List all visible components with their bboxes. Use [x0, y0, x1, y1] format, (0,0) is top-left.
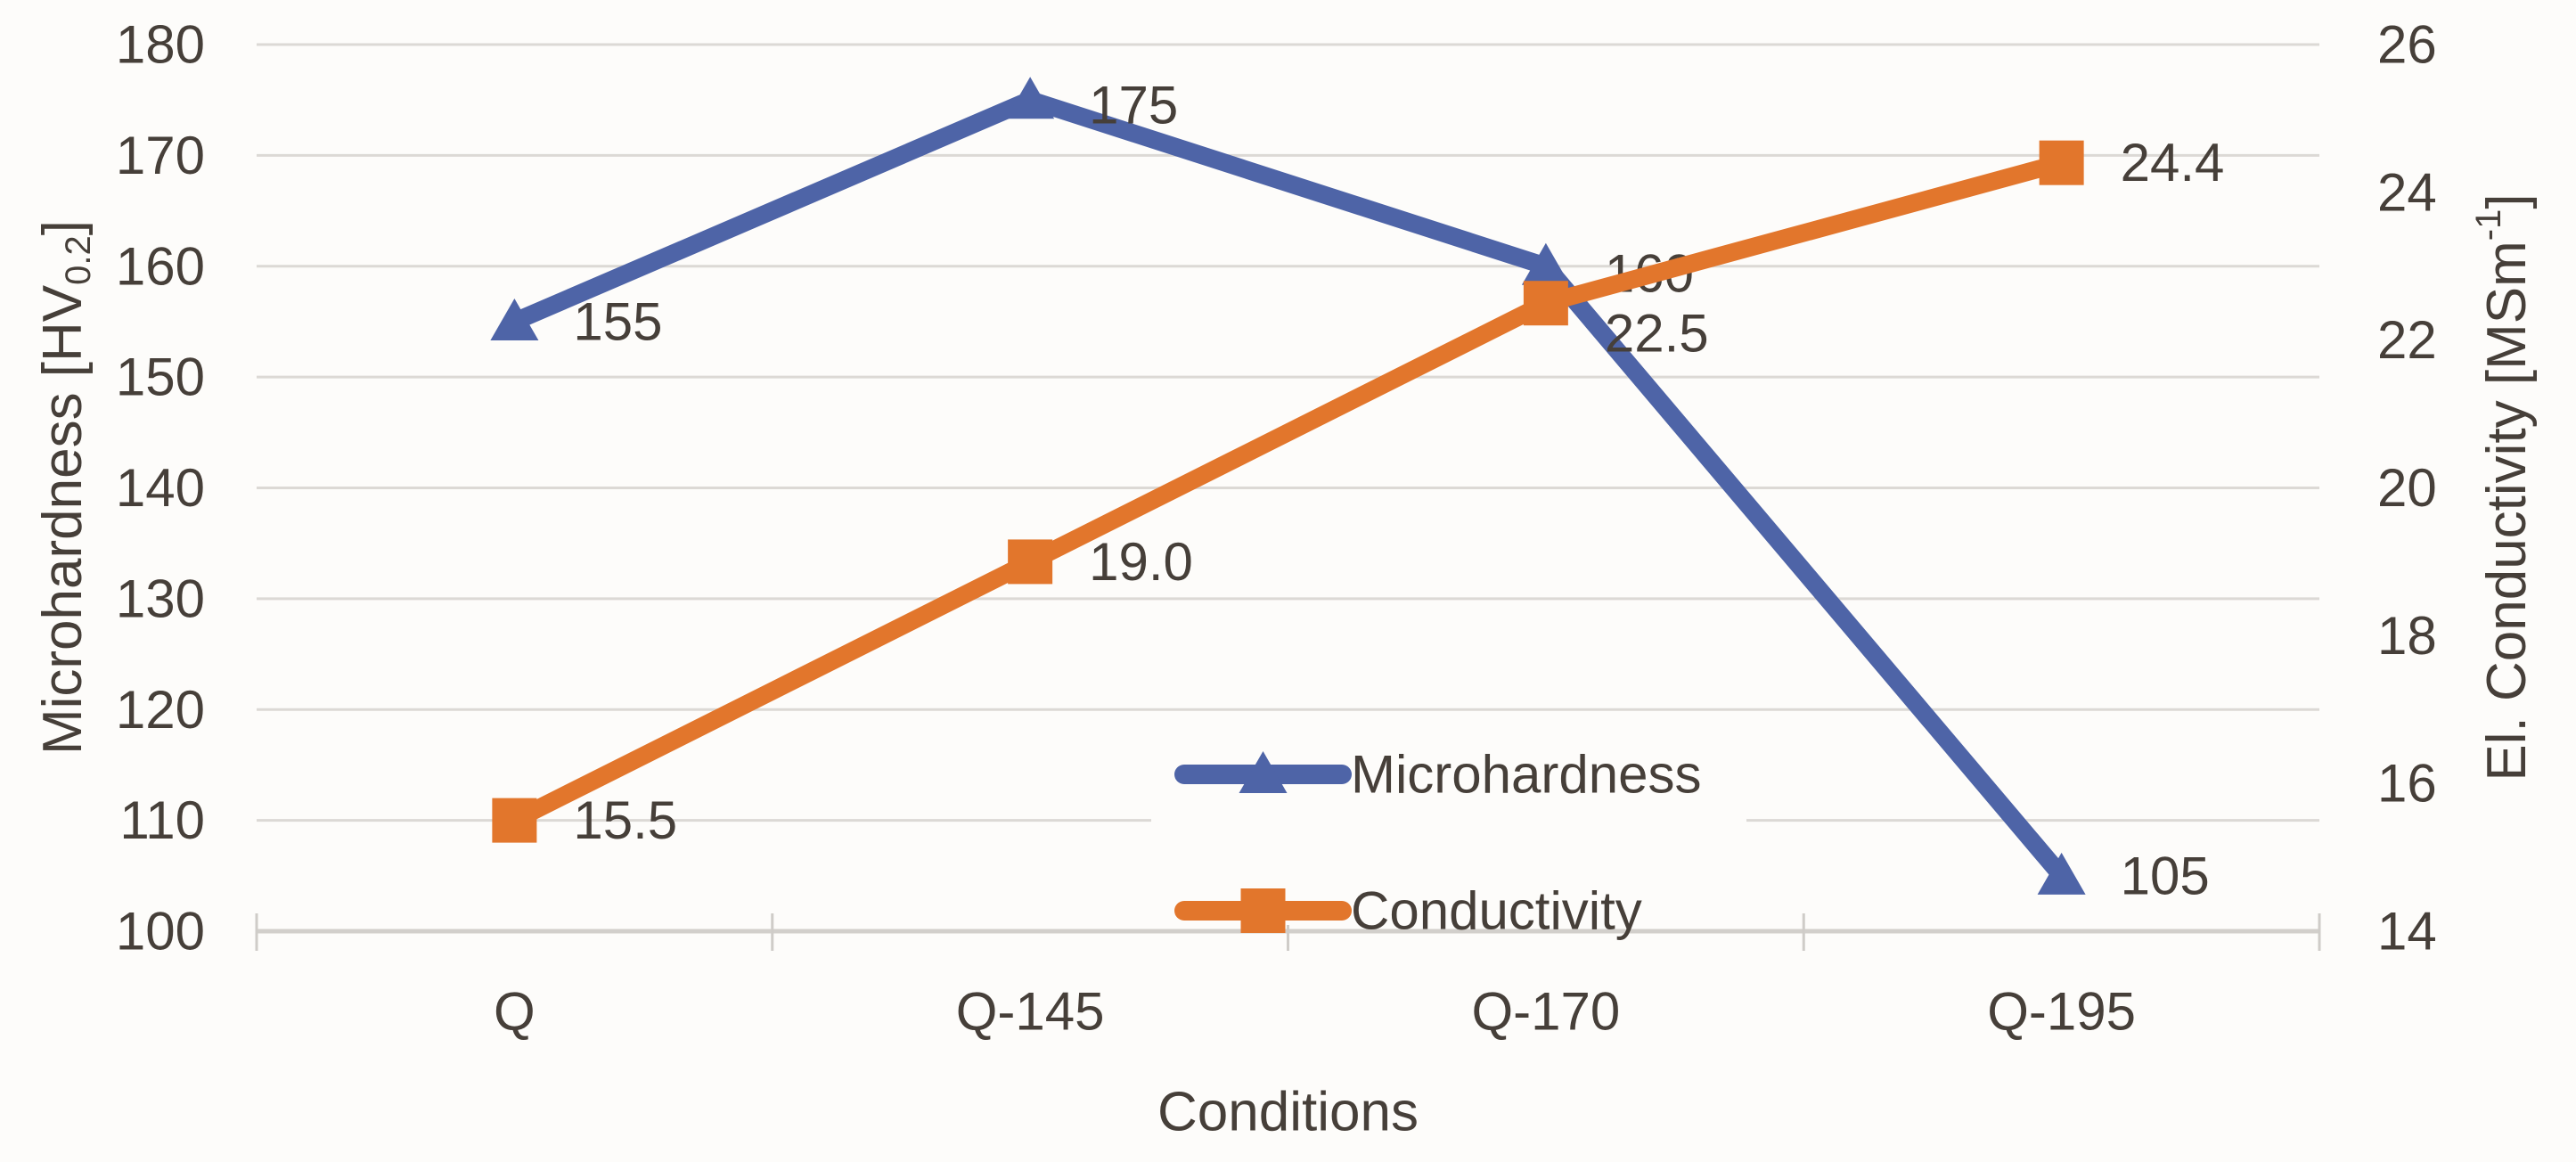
legend-label: Conductivity — [1351, 881, 1642, 941]
x-tick-label: Q-195 — [1987, 982, 2136, 1042]
square-marker — [492, 798, 537, 843]
data-label: 22.5 — [1605, 304, 1709, 364]
y-right-tick-label: 26 — [2377, 15, 2437, 75]
series-conductivity: 15.5 19.0 22.5 24.4 — [492, 133, 2224, 850]
y-right-tick-label: 14 — [2377, 902, 2437, 962]
x-tick-label: Q-145 — [956, 982, 1105, 1042]
y-left-axis-title-script: 0.2 — [59, 235, 98, 285]
square-marker — [1008, 539, 1053, 585]
triangle-marker — [1521, 242, 1570, 285]
y-left-tick-label: 140 — [116, 458, 205, 518]
data-label: 155 — [573, 291, 662, 351]
y-left-tick-label: 110 — [119, 790, 205, 850]
y-left-axis-title-text: Microhardness [HV — [32, 284, 94, 755]
square-marker — [1523, 281, 1568, 326]
y-left-axis-title-bracket: ] — [32, 220, 94, 235]
y-left-tick-label: 170 — [116, 126, 205, 185]
x-tick-label: Q — [494, 982, 536, 1042]
triangle-marker — [490, 298, 539, 340]
y-left-tick-label: 130 — [116, 569, 205, 628]
y-right-axis-title-script: -1 — [2469, 209, 2508, 241]
y-left-tick-label: 160 — [116, 236, 205, 296]
legend-label: Microhardness — [1351, 745, 1702, 805]
data-label: 19.0 — [1089, 532, 1193, 592]
square-marker — [1240, 888, 1286, 933]
series-line-microhardness — [505, 91, 2071, 885]
y-right-axis-title: El. Conductivity [MSm-1] — [2469, 193, 2538, 781]
triangle-marker — [2037, 852, 2086, 895]
y-left-tick-label: 120 — [116, 680, 205, 740]
legend-item-conductivity: Conductivity — [1174, 881, 1642, 941]
x-tick-label: Q-170 — [1471, 982, 1620, 1042]
y-right-axis-title-text: El. Conductivity [MSm — [2476, 241, 2538, 781]
square-marker — [2039, 140, 2084, 185]
y-right-tick-label: 20 — [2377, 458, 2437, 518]
y-left-tick-label: 150 — [116, 348, 205, 407]
triangle-marker — [1239, 751, 1288, 793]
y-left-tick-label: 100 — [116, 902, 205, 962]
y-left-tick-label: 180 — [116, 15, 205, 75]
y-right-axis-title-bracket: ] — [2476, 193, 2538, 209]
y-left-axis-title: Microhardness [HV0.2] — [32, 220, 99, 755]
data-label: 105 — [2121, 846, 2210, 905]
triangle-marker — [1006, 77, 1055, 119]
x-axis-title: Conditions — [1157, 1082, 1419, 1143]
y-right-tick-label: 18 — [2377, 606, 2437, 666]
data-label: 175 — [1089, 76, 1178, 135]
data-label: 24.4 — [2121, 133, 2225, 192]
legend-item-microhardness: Microhardness — [1174, 745, 1702, 805]
y-right-tick-label: 24 — [2377, 162, 2437, 222]
data-label: 15.5 — [573, 790, 677, 850]
y-right-tick-label: 22 — [2377, 310, 2437, 370]
series-line-conductivity — [505, 153, 2071, 830]
y-right-tick-label: 16 — [2377, 754, 2437, 814]
